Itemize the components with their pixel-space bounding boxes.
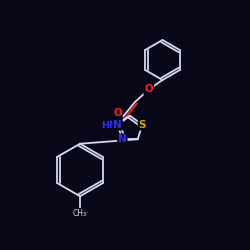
Text: N: N <box>118 134 127 144</box>
Text: O: O <box>144 84 153 94</box>
Text: HN: HN <box>101 120 117 130</box>
Text: N: N <box>113 120 122 130</box>
Text: CH₃: CH₃ <box>73 208 87 218</box>
Text: S: S <box>138 120 146 130</box>
Text: O: O <box>113 108 122 118</box>
